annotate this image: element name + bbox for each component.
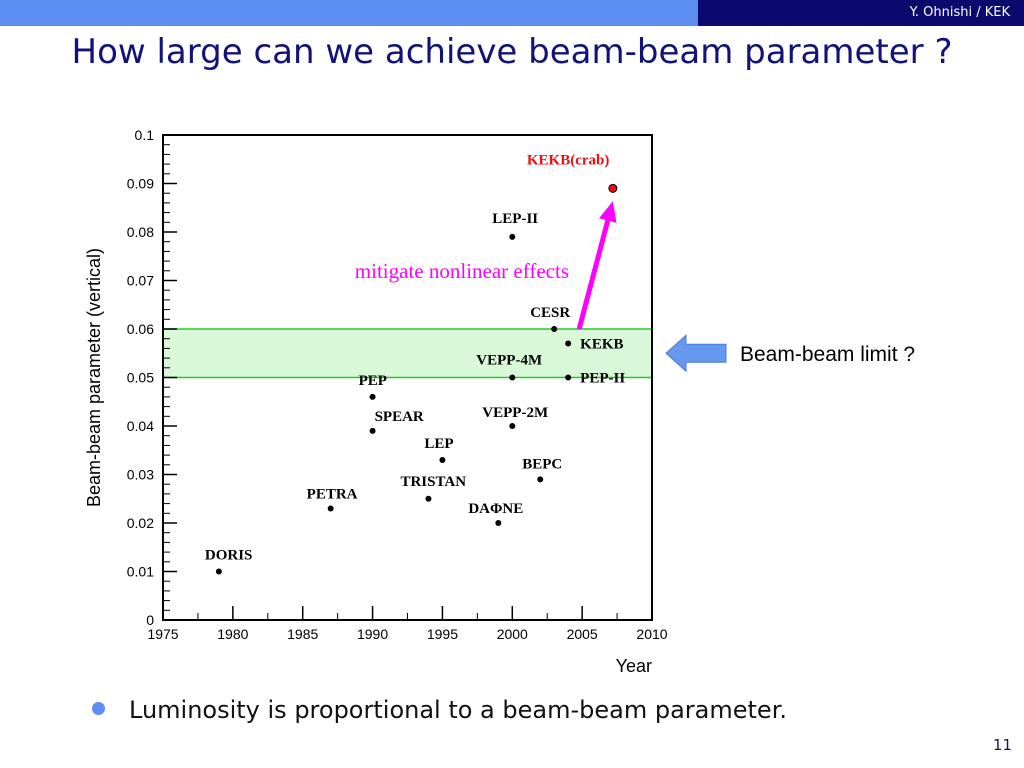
point-label-petra: PETRA <box>307 486 358 502</box>
x-tick-label: 1975 <box>147 626 178 642</box>
y-tick-label: 0.01 <box>127 564 154 580</box>
bullet-item: Luminosity is proportional to a beam-bea… <box>92 696 787 724</box>
point-lep <box>439 456 446 463</box>
point-tristan <box>425 495 432 502</box>
point-label-vepp-4m: VEPP-4M <box>476 353 542 369</box>
point-label-spear: SPEAR <box>375 409 424 425</box>
y-tick-label: 0.06 <box>127 321 154 337</box>
y-tick-label: 0.05 <box>127 370 154 386</box>
y-tick-label: 0 <box>146 612 154 628</box>
point-pep-ii <box>565 374 572 381</box>
point-spear <box>369 427 376 434</box>
point-lep-ii <box>509 233 516 240</box>
page-number: 11 <box>992 736 1012 754</box>
point-label-kekb-crab: KEKB(crab) <box>527 152 610 168</box>
author-label: Y. Ohnishi / KEK <box>909 5 1010 20</box>
slide-title: How large can we achieve beam-beam param… <box>71 32 953 72</box>
y-tick-label: 0.02 <box>127 515 154 531</box>
point-label-da-ne: DAΦNE <box>468 501 523 517</box>
header-author-box: Y. Ohnishi / KEK <box>698 0 1024 26</box>
point-kekb-crab <box>608 183 618 193</box>
point-label-lep-ii: LEP-II <box>492 211 538 227</box>
point-bepc <box>537 476 544 483</box>
annotation-arrow-shaft <box>576 219 611 330</box>
annotation-arrow-head <box>599 201 617 223</box>
point-label-bepc: BEPC <box>522 456 562 472</box>
point-label-kekb: KEKB <box>580 337 623 353</box>
bullet-icon <box>92 701 105 715</box>
point-label-cesr: CESR <box>530 305 570 321</box>
x-tick-label: 1980 <box>217 626 248 642</box>
x-tick-label: 1990 <box>357 626 388 642</box>
y-tick-label: 0.07 <box>127 273 154 289</box>
annotation-text: mitigate nonlinear effects <box>355 259 569 283</box>
point-label-vepp-2m: VEPP-2M <box>482 405 548 421</box>
point-label-pep: PEP <box>359 373 387 389</box>
band-pointer-arrow-icon <box>665 334 727 373</box>
x-tick-label: 1985 <box>287 626 318 642</box>
point-kekb <box>565 340 572 347</box>
point-da-ne <box>495 520 502 526</box>
y-tick-label: 0.04 <box>127 418 154 434</box>
point-cesr <box>551 326 558 332</box>
y-tick-label: 0.08 <box>127 224 154 240</box>
x-tick-label: 2010 <box>636 626 667 642</box>
x-axis-label: Year <box>616 656 652 676</box>
x-tick-label: 2005 <box>567 626 598 642</box>
y-tick-label: 0.09 <box>127 176 154 192</box>
point-label-tristan: TRISTAN <box>400 474 466 490</box>
point-label-pep-ii: PEP-II <box>580 371 625 387</box>
y-tick-label: 0.03 <box>127 467 154 483</box>
beam-beam-limit-band <box>162 328 653 379</box>
bullet-text: Luminosity is proportional to a beam-bea… <box>129 696 787 724</box>
y-axis-label: Beam-beam parameter (vertical) <box>84 248 104 507</box>
point-label-doris: DORIS <box>205 548 253 564</box>
point-vepp-2m <box>509 423 516 429</box>
x-tick-label: 1995 <box>427 626 458 642</box>
y-tick-label: 0.1 <box>135 127 155 143</box>
point-vepp-4m <box>509 374 516 381</box>
point-petra <box>327 505 334 512</box>
beam-beam-limit-label: Beam-beam limit ? <box>740 343 916 366</box>
point-doris <box>215 568 222 575</box>
point-pep <box>369 393 376 400</box>
x-tick-label: 2000 <box>497 626 528 642</box>
point-label-lep: LEP <box>424 436 453 452</box>
